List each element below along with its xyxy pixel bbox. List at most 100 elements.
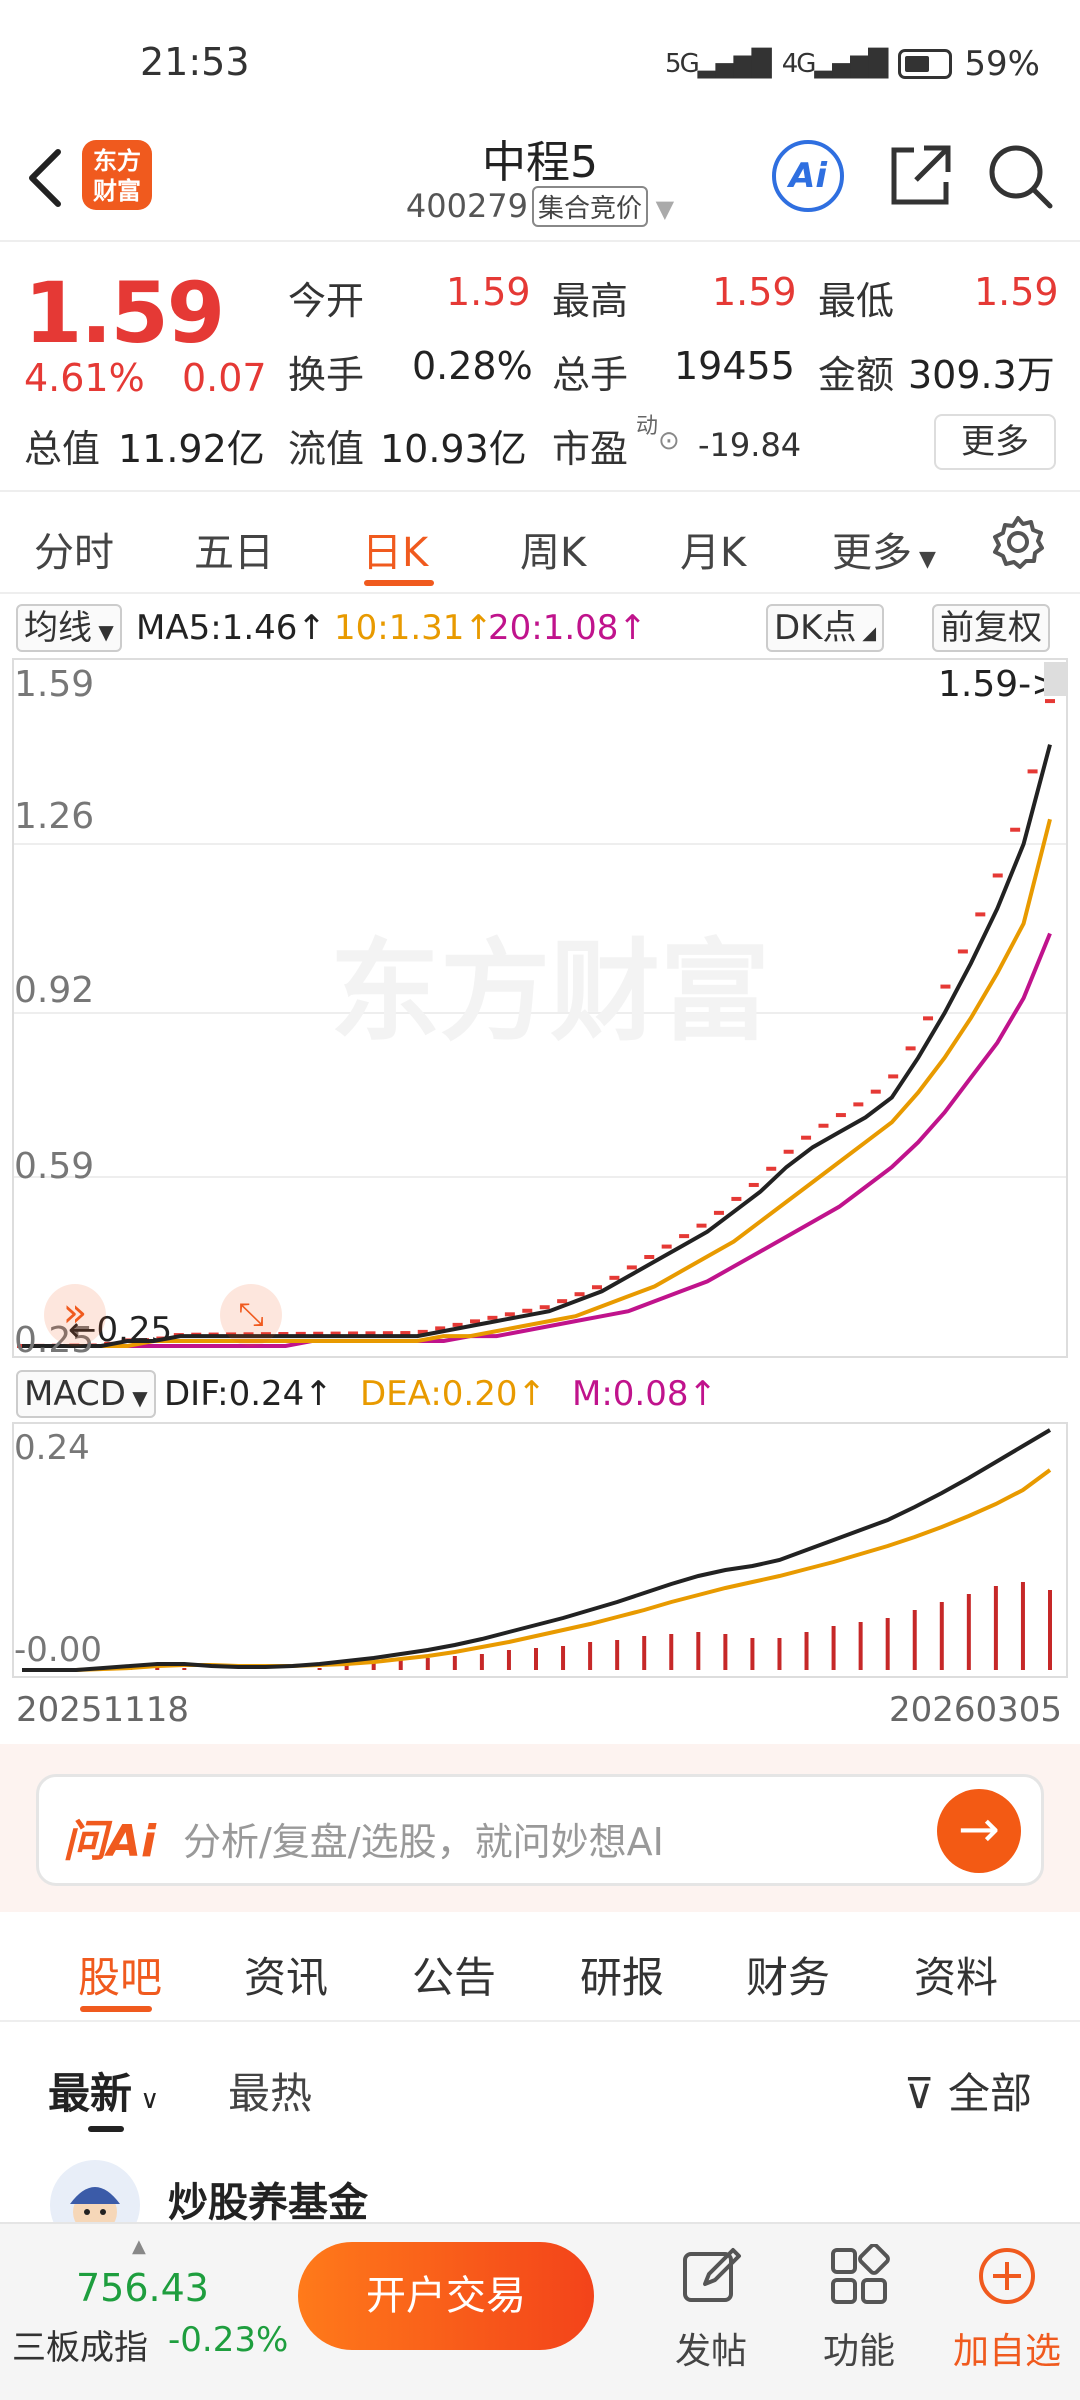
candle: [766, 1166, 777, 1171]
index-name[interactable]: 三板成指: [12, 2328, 148, 2368]
macd-bar: [506, 1650, 511, 1670]
status-bar: 21:53 5G▂▄▆█ 4G▂▄▆█ 59%: [0, 0, 1080, 120]
plus-circle-icon: [942, 2244, 1072, 2308]
candle: [696, 1223, 707, 1228]
tab-intraday[interactable]: 分时: [34, 530, 114, 576]
ai-assistant-icon[interactable]: Ai: [772, 140, 844, 212]
tab-guba[interactable]: 股吧: [78, 1953, 163, 2002]
tab-announcements[interactable]: 公告: [412, 1953, 497, 2002]
macd-bar: [804, 1632, 809, 1670]
y-tick-1: 1.59: [14, 664, 95, 705]
candle: [557, 1299, 568, 1304]
macd-bar: [561, 1646, 566, 1670]
candle: [295, 1331, 306, 1336]
turnover-label: 换手: [288, 353, 365, 397]
tab-more[interactable]: 更多 ▼: [832, 520, 936, 578]
signal-5g-icon: 5G▂▄▆█: [665, 49, 772, 79]
candle: [661, 1244, 672, 1249]
tab-profile[interactable]: 资料: [914, 1953, 999, 2002]
ma20-line: [22, 932, 1052, 1348]
share-icon[interactable]: [884, 140, 956, 212]
tab-research[interactable]: 研报: [580, 1953, 665, 2002]
indicator-select-label: 均线: [24, 608, 92, 648]
macd-bar: [723, 1634, 728, 1670]
macd-legend: MACD ▼ DIF:0.24↑ DEA:0.20↑ M:0.08↑: [0, 1368, 1080, 1422]
fast-forward-icon[interactable]: »: [44, 1284, 106, 1346]
tab-news[interactable]: 资讯: [244, 1953, 329, 2002]
macd-bar: [777, 1638, 782, 1670]
volume-label: 总手: [552, 353, 629, 397]
adjust-button[interactable]: 前复权: [932, 604, 1050, 652]
caret-up-icon: ▲: [132, 2236, 146, 2257]
period-tabs: 分时 五日 日K 周K 月K 更多 ▼: [0, 494, 1080, 594]
more-quote-button[interactable]: 更多: [934, 414, 1056, 470]
app-logo[interactable]: 东方财富: [82, 140, 152, 210]
candle: [278, 1332, 289, 1337]
tab-five-day[interactable]: 五日: [194, 530, 274, 576]
grid-icon: [794, 2244, 924, 2308]
caret-down-icon: ▼: [92, 620, 114, 644]
ai-send-arrow-icon[interactable]: →: [937, 1789, 1021, 1873]
y-tick-3: 0.92: [14, 970, 95, 1011]
dk-point-button[interactable]: DK点 ◢: [766, 604, 885, 652]
filter-button[interactable]: ⊽ 全部: [904, 2060, 1032, 2121]
ma5-value: MA5:1.46↑: [136, 608, 326, 648]
chevron-down-icon: ∨: [132, 2085, 160, 2115]
stock-code-row[interactable]: 400279 集合竞价 ▼: [0, 186, 1080, 227]
tab-weekly-k[interactable]: 周K: [520, 530, 587, 576]
expand-icon[interactable]: ⤡: [220, 1284, 282, 1346]
macd-bar: [344, 1664, 349, 1670]
pe-info-icon[interactable]: ⊙: [658, 426, 680, 456]
tab-finance[interactable]: 财务: [746, 1953, 831, 2002]
tab-monthly-k[interactable]: 月K: [680, 530, 747, 576]
search-icon[interactable]: [984, 140, 1056, 212]
low-value: 1.59: [974, 270, 1059, 314]
macd-chart[interactable]: 0.24 -0.00: [12, 1422, 1068, 1678]
high-value: 1.59: [712, 270, 797, 314]
volume-value: 19455: [674, 344, 795, 388]
post-preview[interactable]: 炒股养基金: [0, 2152, 1080, 2250]
post-button[interactable]: 发帖: [646, 2244, 776, 2374]
ai-input-placeholder[interactable]: 分析/复盘/选股，就问妙想AI: [183, 1820, 664, 1864]
last-price: 1.59: [24, 264, 225, 362]
sort-hot[interactable]: 最热: [228, 2069, 313, 2118]
candle: [957, 949, 968, 954]
indicator-select[interactable]: 均线 ▼: [16, 604, 122, 652]
add-watchlist-button[interactable]: 加自选: [942, 2244, 1072, 2374]
float-value: 10.93亿: [380, 427, 527, 471]
bottom-nav: 756.43 ▲ 三板成指 -0.23% 开户交易 发帖 功能 加自选: [0, 2222, 1080, 2400]
macd-select[interactable]: MACD ▼: [16, 1370, 156, 1418]
change-percent: 4.61%: [24, 356, 145, 400]
sort-latest[interactable]: 最新 ∨: [48, 2060, 159, 2121]
pe-superscript: 动: [636, 414, 659, 439]
candle: [853, 1102, 864, 1107]
post-username[interactable]: 炒股养基金: [168, 2180, 368, 2226]
scroll-handle[interactable]: [1044, 662, 1068, 696]
open-account-trade-button[interactable]: 开户交易: [298, 2242, 594, 2350]
date-start: 20251118: [16, 1690, 190, 1730]
back-button[interactable]: [18, 138, 78, 218]
ma-legend: 均线 ▼ MA5:1.46↑ 10:1.31↑ 20:1.08↑ DK点 ◢ 前…: [0, 600, 1080, 656]
add-watchlist-label: 加自选: [952, 2331, 1061, 2372]
candle: [975, 912, 986, 917]
macd-bar: [696, 1632, 701, 1670]
tab-daily-k[interactable]: 日K: [362, 530, 429, 576]
gear-icon[interactable]: [990, 514, 1046, 574]
candle: [417, 1329, 428, 1334]
macd-select-label: MACD: [24, 1374, 126, 1414]
candle: [940, 984, 951, 989]
macd-bar: [479, 1654, 484, 1670]
caret-down-icon: ▼: [125, 1386, 148, 1410]
function-button[interactable]: 功能: [794, 2244, 924, 2374]
ma10-value: 10:1.31↑: [334, 608, 493, 648]
macd-bar: [1048, 1590, 1052, 1670]
kline-chart[interactable]: 东方财富 1.59 1.26 0.92 0.59 0.25 1.59-> ←0.…: [12, 658, 1068, 1361]
candle: [348, 1331, 359, 1336]
macd-bar: [642, 1636, 647, 1670]
turnover-value: 0.28%: [412, 344, 533, 388]
candle: [644, 1255, 655, 1260]
index-value[interactable]: 756.43: [76, 2266, 209, 2310]
macd-bar: [939, 1602, 944, 1670]
candle: [731, 1196, 742, 1201]
ai-ask-bar[interactable]: 问Ai 分析/复盘/选股，就问妙想AI →: [36, 1774, 1044, 1886]
